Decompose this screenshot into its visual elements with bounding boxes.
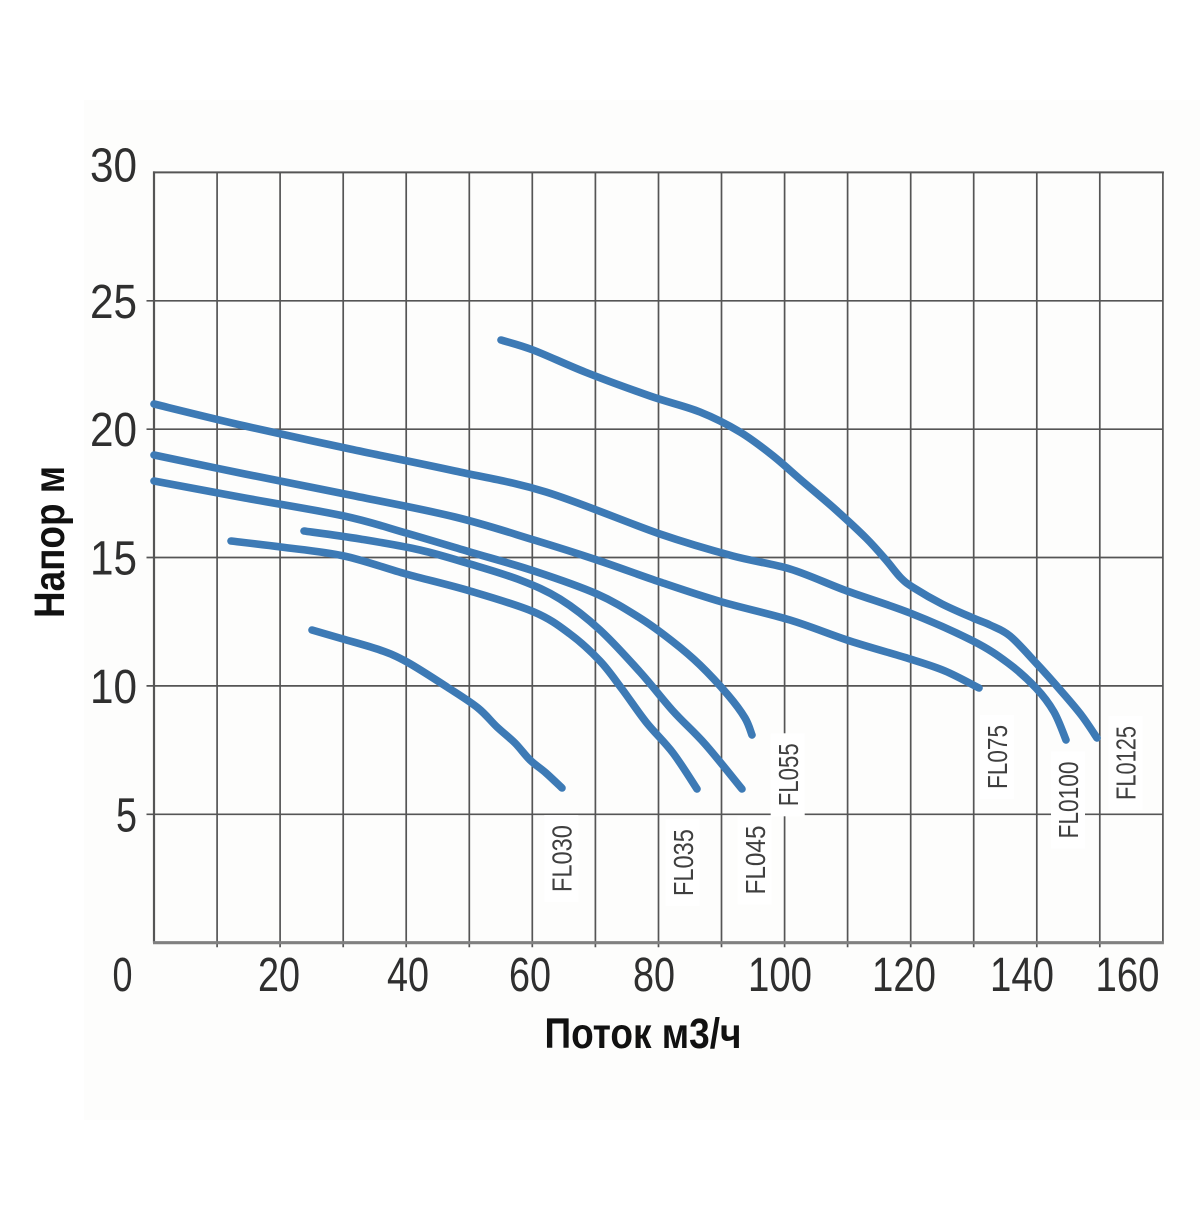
- svg-text:10: 10: [90, 661, 137, 714]
- svg-text:FL075: FL075: [982, 725, 1013, 789]
- svg-text:25: 25: [90, 276, 137, 329]
- svg-text:0: 0: [113, 949, 133, 1002]
- svg-text:30: 30: [90, 139, 137, 192]
- svg-text:FL035: FL035: [668, 829, 699, 896]
- svg-text:80: 80: [633, 949, 675, 1002]
- svg-text:FL0125: FL0125: [1111, 726, 1142, 800]
- svg-text:100: 100: [748, 949, 812, 1002]
- svg-text:FL055: FL055: [773, 743, 804, 806]
- svg-text:5: 5: [116, 789, 137, 842]
- svg-text:140: 140: [990, 949, 1054, 1002]
- svg-text:120: 120: [872, 949, 936, 1002]
- svg-text:FL030: FL030: [547, 825, 578, 892]
- svg-text:40: 40: [387, 949, 429, 1002]
- svg-text:20: 20: [90, 404, 137, 457]
- svg-text:20: 20: [258, 949, 300, 1002]
- svg-text:Поток м3/ч: Поток м3/ч: [545, 1010, 742, 1058]
- svg-text:60: 60: [509, 949, 551, 1002]
- svg-text:FL0100: FL0100: [1053, 762, 1084, 839]
- svg-text:Напор м: Напор м: [26, 466, 74, 618]
- svg-text:FL045: FL045: [740, 826, 771, 895]
- svg-text:15: 15: [90, 533, 137, 586]
- svg-text:160: 160: [1096, 949, 1160, 1002]
